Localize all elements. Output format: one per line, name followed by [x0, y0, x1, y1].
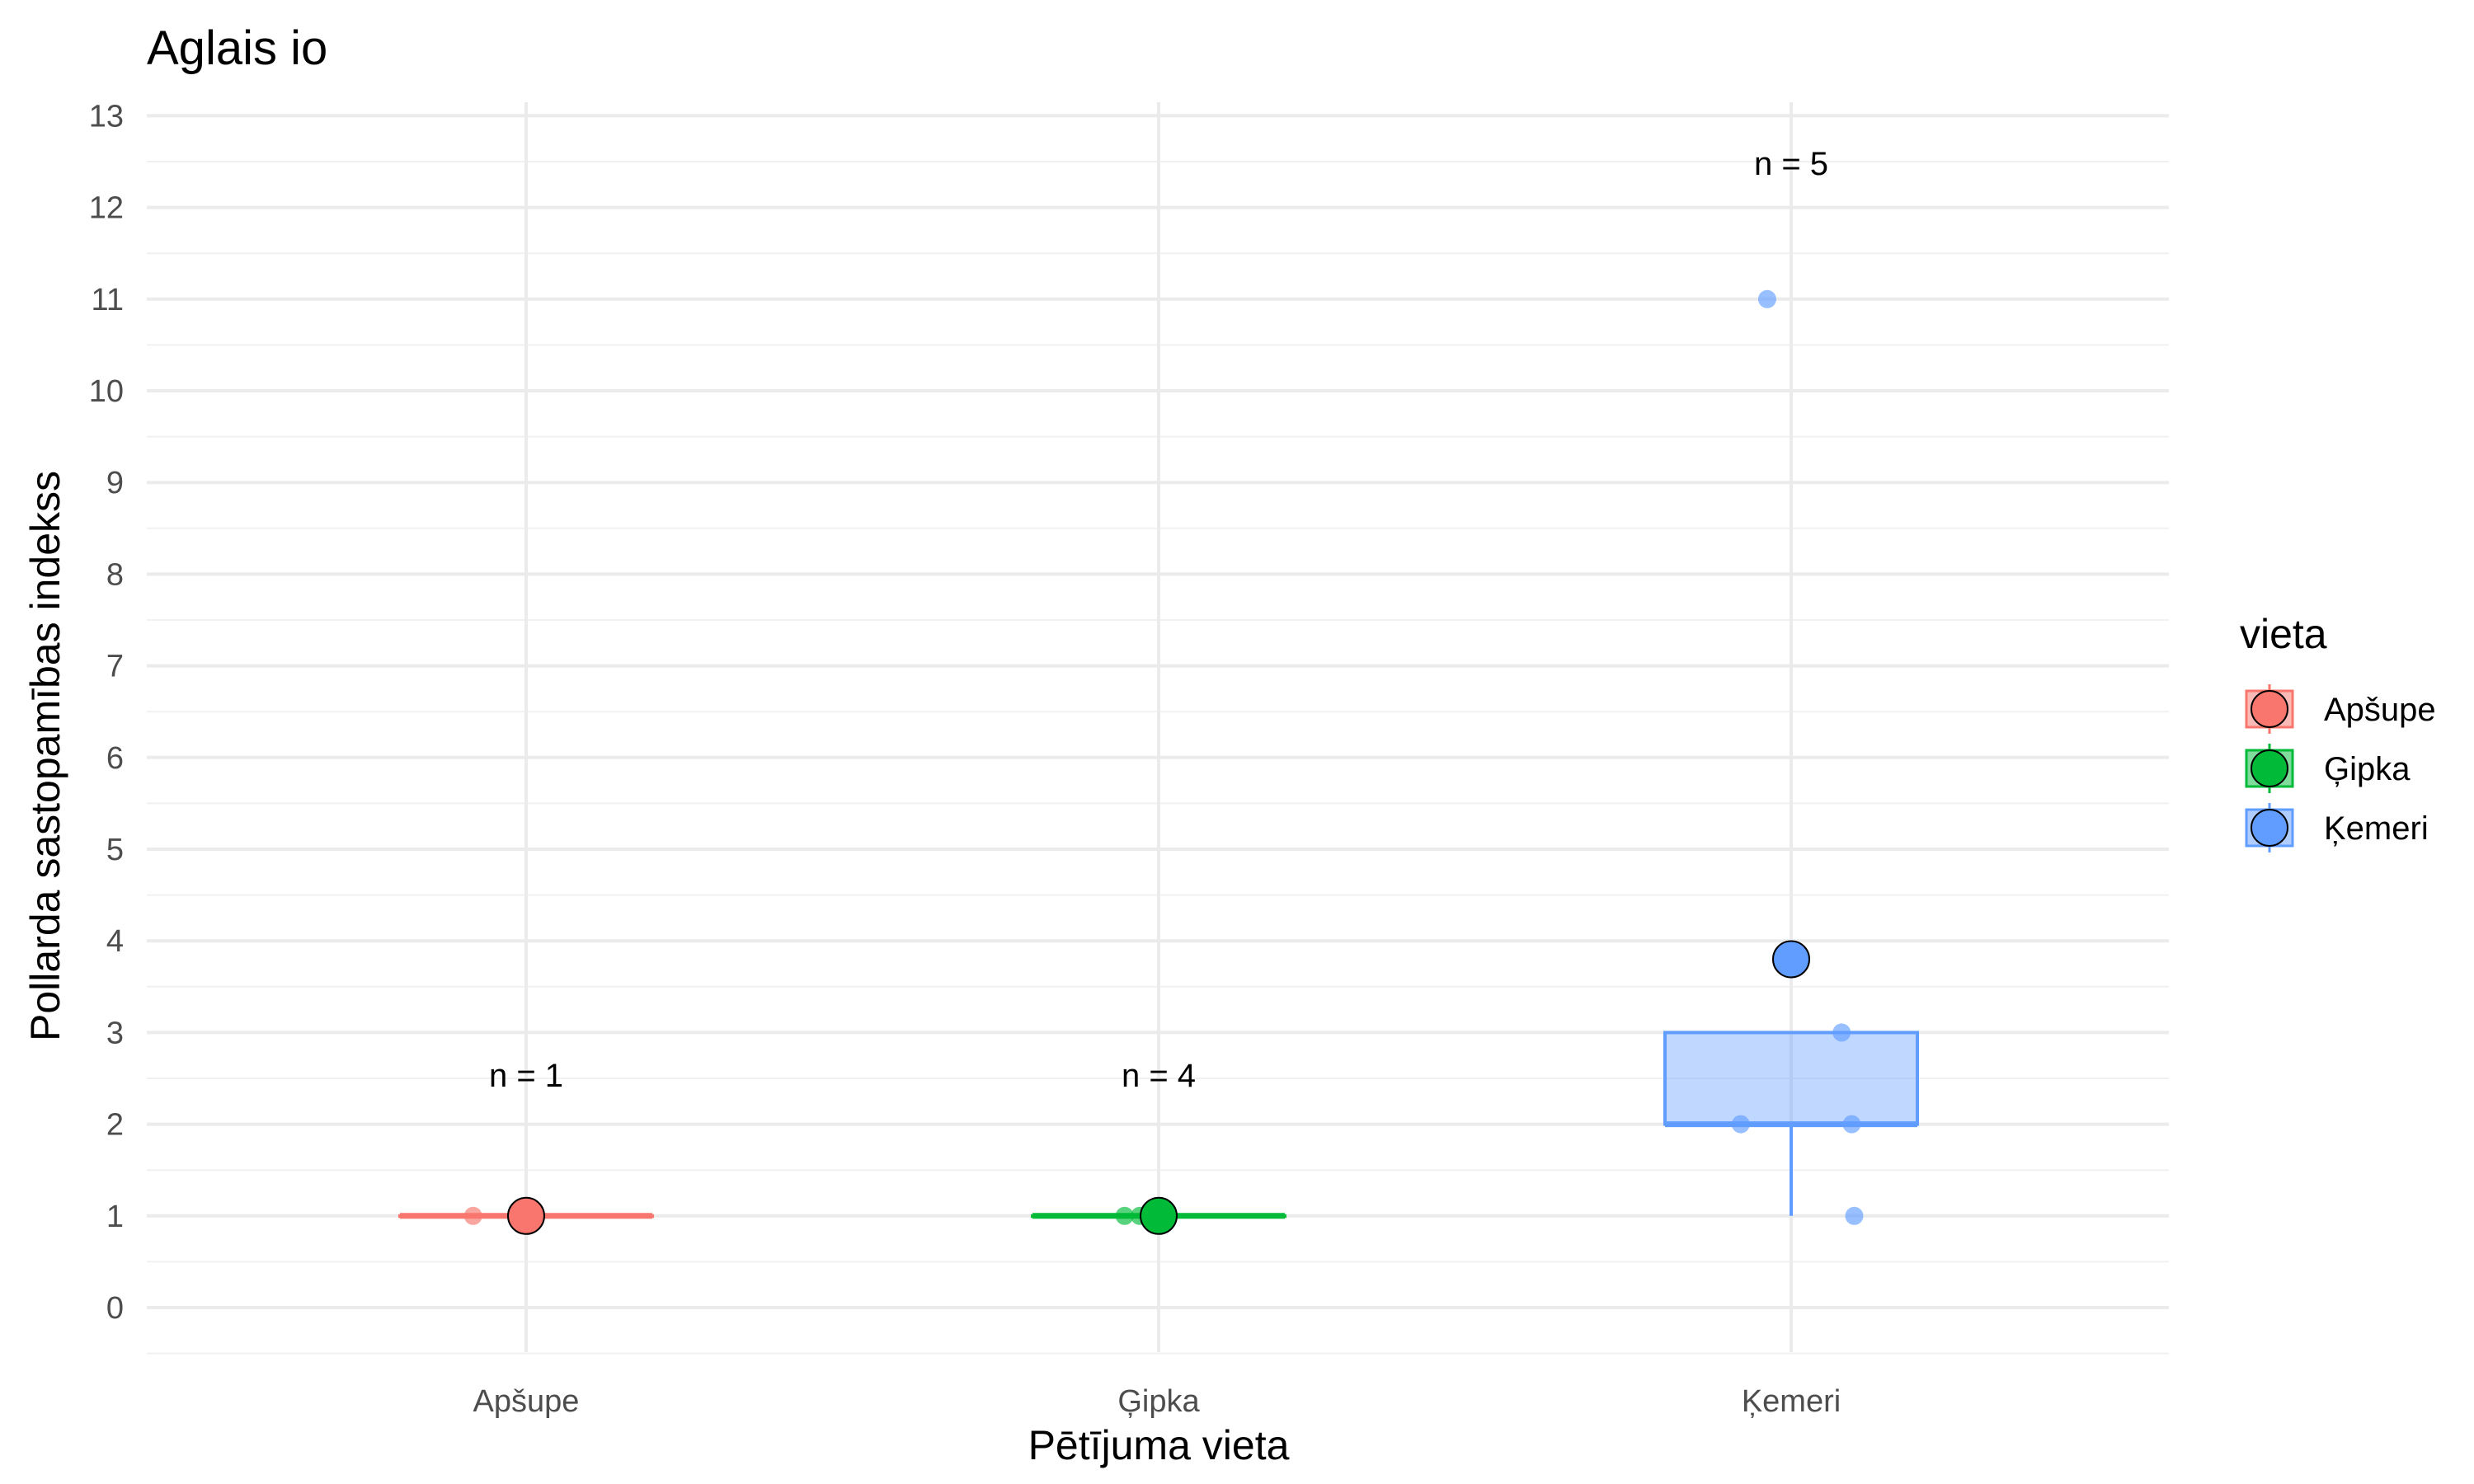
y-tick-label: 5: [106, 833, 124, 867]
x-axis-ticks: Apšupe Ģipka Ķemeri: [473, 1384, 1841, 1419]
data-point: [1731, 1115, 1750, 1134]
y-tick-label: 4: [106, 924, 124, 959]
n-count-label: n = 5: [1754, 146, 1828, 182]
chart-title: Aglais io: [147, 21, 327, 75]
mean-point: [1140, 1196, 1178, 1235]
data-point: [1842, 1115, 1861, 1134]
y-tick-label: 9: [106, 466, 124, 500]
grid-lines: [147, 102, 2169, 1355]
y-tick-label: 2: [106, 1108, 124, 1143]
y-axis-title: Pollarda sastopamības indekss: [22, 471, 68, 1041]
y-tick-label: 11: [92, 283, 124, 317]
y-tick-label: 1: [106, 1200, 124, 1234]
box: [1663, 1031, 1919, 1126]
data-point: [463, 1206, 482, 1225]
n-count-label: n = 1: [489, 1058, 563, 1094]
data-point: [1845, 1206, 1864, 1225]
x-tick-label: Apšupe: [473, 1384, 580, 1419]
y-tick-label: 8: [106, 557, 124, 592]
mean-point: [1772, 940, 1810, 979]
legend-label: Ķemeri: [2324, 810, 2429, 847]
x-tick-label: Ķemeri: [1742, 1384, 1841, 1419]
x-axis-title: Pētījuma vieta: [1028, 1422, 1290, 1468]
y-tick-label: 10: [89, 374, 124, 409]
legend-label: Apšupe: [2324, 692, 2436, 728]
legend-title: vieta: [2240, 611, 2327, 657]
mean-point: [507, 1196, 545, 1235]
legend-label: Ģipka: [2324, 751, 2411, 787]
legend: vieta Apšupe Ģipka Ķemeri: [2240, 611, 2436, 852]
legend-key-marker: [2251, 749, 2288, 787]
y-tick-label: 7: [106, 650, 124, 684]
legend-key-marker: [2251, 809, 2288, 847]
box-layer: [398, 1031, 1919, 1219]
data-point: [1115, 1206, 1134, 1225]
data-point: [1757, 289, 1776, 308]
n-count-label: n = 4: [1122, 1058, 1196, 1094]
y-tick-label: 13: [89, 99, 124, 134]
legend-key-marker: [2251, 690, 2288, 728]
y-tick-label: 0: [106, 1291, 124, 1326]
legend-items: Apšupe Ģipka Ķemeri: [2245, 684, 2436, 852]
data-point: [1832, 1023, 1851, 1042]
x-tick-label: Ģipka: [1117, 1384, 1200, 1419]
n-labels: n = 1 n = 4 n = 5: [489, 146, 1828, 1094]
y-tick-label: 6: [106, 741, 124, 776]
mean-layer: [507, 940, 1810, 1235]
y-tick-label: 3: [106, 1016, 124, 1050]
y-tick-label: 12: [89, 191, 124, 226]
